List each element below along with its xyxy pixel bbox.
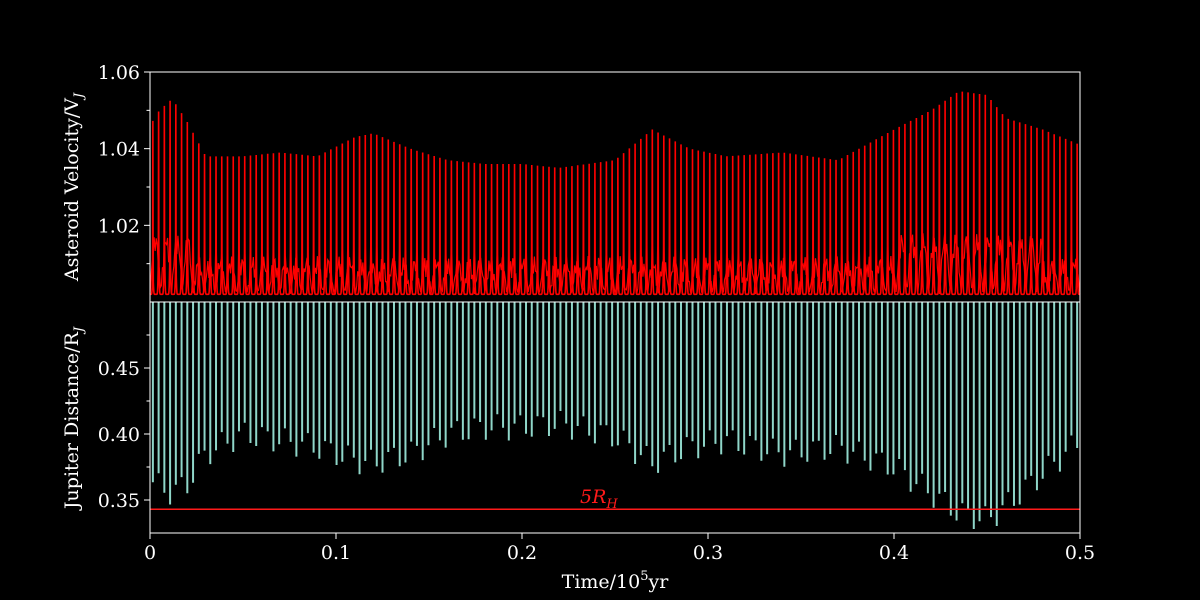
bottom-ytick-label: 0.45 (98, 358, 140, 380)
bottom-y-axis-label: Jupiter Distance/RJ (61, 326, 87, 511)
bottom-axes-frame (149, 301, 1081, 534)
x-axis-label: Time/105yr (562, 569, 670, 593)
xtick-label: 0 (144, 542, 156, 564)
distance-series (151, 302, 1079, 529)
bottom-ytick-label: 0.35 (98, 490, 140, 512)
velocity-line (150, 91, 1080, 296)
xtick-label: 0.3 (693, 542, 723, 564)
top-y-axis-label: Asteroid Velocity/VJ (61, 92, 87, 282)
velocity-series (149, 91, 1081, 296)
xtick-label: 0.2 (507, 542, 537, 564)
axes: 1.02 1.04 1.06 0.35 0.40 0.45 0 0.1 0.2 0.3 0.4 0.5 (98, 62, 1095, 564)
xtick-label: 0.1 (321, 542, 351, 564)
xtick-label: 0.5 (1065, 542, 1095, 564)
xtick-label: 0.4 (879, 542, 909, 564)
top-ytick-label: 1.02 (98, 215, 140, 237)
axis-labels: Time/105yr Asteroid Velocity/VJ Jupiter Di… (61, 92, 669, 593)
top-ytick-label: 1.04 (98, 139, 140, 161)
hill-radius-label: 5RH (580, 486, 618, 512)
hill-radius-line-group: 5RH (150, 486, 1080, 512)
bottom-ytick-label: 0.40 (98, 424, 140, 446)
top-ytick-label: 1.06 (98, 62, 140, 84)
velocity-line-fine (149, 233, 1081, 295)
